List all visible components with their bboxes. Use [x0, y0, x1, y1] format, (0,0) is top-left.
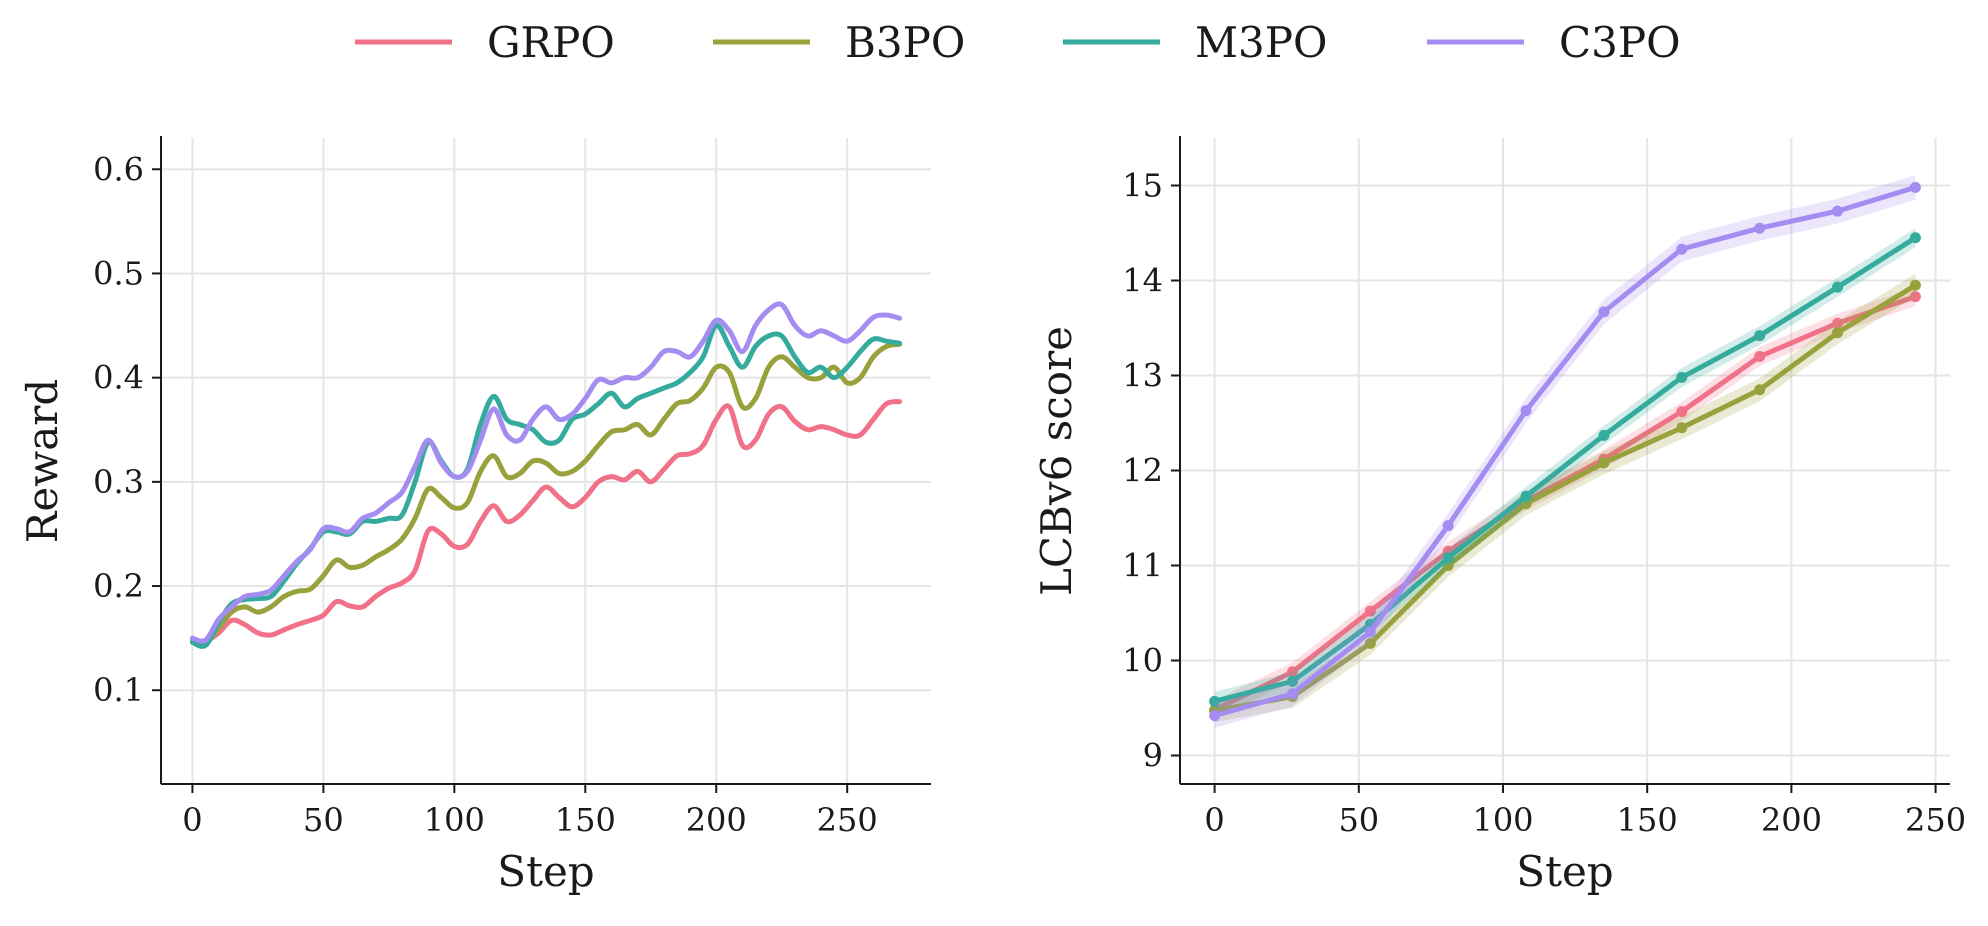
x-tick-label: 50 — [303, 801, 344, 839]
series-line-b3po — [1212, 282, 1918, 714]
data-point-c3po — [1442, 520, 1454, 532]
reward-chart: 0 50 100 150 200 250 0.1 0.2 0.3 0.4 0.5 0.6 Step Rew… — [18, 136, 931, 896]
y-tick-label: 0.4 — [93, 359, 144, 397]
series-c3po — [189, 301, 903, 644]
data-point-m3po — [1676, 371, 1688, 383]
data-point-m3po — [1520, 490, 1532, 502]
y-tick-label: 0.6 — [93, 150, 144, 188]
data-point-b3po — [1364, 637, 1376, 649]
x-ticks: 0 50 100 150 200 250 — [182, 784, 878, 839]
legend-item-grpo: GRPO — [355, 18, 615, 67]
x-axis-label: Step — [497, 847, 594, 896]
series-b3po — [1209, 273, 1921, 723]
data-point-c3po — [1676, 243, 1688, 255]
y-ticks: 0.1 0.2 0.3 0.4 0.5 0.6 — [93, 150, 161, 709]
data-point-c3po — [1286, 688, 1298, 700]
data-point-b3po — [1754, 384, 1766, 396]
series-line-b3po — [189, 341, 903, 647]
data-point-b3po — [1832, 327, 1844, 339]
data-point-grpo — [1754, 351, 1766, 362]
series-group — [1209, 175, 1921, 728]
y-axis-label: LCBv6 score — [1032, 326, 1081, 596]
series-line-c3po — [1212, 184, 1918, 719]
x-tick-label: 50 — [1338, 801, 1379, 839]
series-band-m3po — [1214, 228, 1916, 711]
legend-label-grpo: GRPO — [487, 18, 615, 67]
series-c3po — [1209, 175, 1921, 728]
series-band-b3po — [1214, 273, 1916, 723]
data-point-m3po — [1598, 429, 1610, 441]
x-tick-label: 0 — [1204, 801, 1224, 839]
x-tick-label: 200 — [1761, 801, 1822, 839]
data-point-c3po — [1520, 405, 1532, 417]
x-tick-label: 100 — [1472, 801, 1533, 839]
y-ticks: 9 10 11 12 13 14 15 — [1122, 167, 1180, 775]
data-point-m3po — [1832, 281, 1844, 293]
lcbv6-chart: 0 50 100 150 200 250 9 10 11 12 13 14 15 Step LCBv6 sc… — [1032, 136, 1966, 896]
data-point-b3po — [1676, 422, 1688, 434]
x-tick-label: 200 — [686, 801, 747, 839]
data-point-m3po — [1209, 695, 1221, 707]
series-b3po — [189, 341, 903, 647]
x-ticks: 0 50 100 150 200 250 — [1204, 784, 1966, 839]
legend: GRPO B3PO M3PO C3PO — [355, 18, 1681, 67]
data-point-c3po — [1754, 222, 1766, 234]
data-point-grpo — [1364, 605, 1376, 617]
series-line-grpo — [189, 399, 903, 645]
x-tick-label: 250 — [1905, 801, 1966, 839]
x-tick-label: 250 — [817, 801, 878, 839]
data-point-grpo — [1676, 406, 1688, 418]
y-tick-label: 0.1 — [93, 671, 144, 709]
data-point-grpo — [1286, 666, 1298, 678]
y-tick-label: 0.2 — [93, 567, 144, 605]
y-tick-label: 9 — [1143, 737, 1163, 775]
legend-item-m3po: M3PO — [1063, 18, 1327, 67]
data-point-m3po — [1286, 675, 1298, 687]
x-tick-label: 100 — [424, 801, 485, 839]
data-point-c3po — [1364, 626, 1376, 638]
legend-label-m3po: M3PO — [1195, 18, 1327, 67]
legend-item-b3po: B3PO — [713, 18, 965, 67]
y-tick-label: 0.3 — [93, 463, 144, 501]
series-line-c3po — [189, 301, 903, 644]
data-point-m3po — [1442, 552, 1454, 564]
y-tick-label: 10 — [1122, 642, 1163, 680]
y-axis-label: Reward — [18, 379, 67, 543]
y-tick-label: 12 — [1122, 452, 1163, 490]
series-line-m3po — [1212, 235, 1918, 704]
y-tick-label: 14 — [1122, 262, 1163, 300]
series-grpo — [189, 399, 903, 645]
data-point-b3po — [1909, 279, 1921, 291]
y-tick-label: 11 — [1122, 547, 1163, 585]
data-point-grpo — [1832, 317, 1844, 329]
data-point-c3po — [1209, 710, 1221, 722]
data-point-c3po — [1832, 205, 1844, 217]
x-tick-label: 150 — [555, 801, 616, 839]
series-line-grpo — [1212, 294, 1918, 713]
data-point-c3po — [1909, 181, 1921, 193]
legend-item-c3po: C3PO — [1427, 18, 1681, 67]
x-axis-label: Step — [1516, 847, 1613, 896]
legend-label-b3po: B3PO — [845, 18, 965, 67]
data-point-c3po — [1598, 306, 1610, 318]
x-tick-label: 150 — [1617, 801, 1678, 839]
y-tick-label: 0.5 — [93, 254, 144, 292]
legend-label-c3po: C3PO — [1559, 18, 1681, 67]
grid — [161, 138, 931, 784]
data-point-grpo — [1909, 291, 1921, 303]
y-tick-label: 13 — [1122, 357, 1163, 395]
data-point-m3po — [1909, 232, 1921, 244]
data-point-b3po — [1598, 457, 1610, 469]
data-point-m3po — [1754, 330, 1766, 342]
series-group — [189, 301, 903, 649]
y-tick-label: 15 — [1122, 167, 1163, 205]
x-tick-label: 0 — [182, 801, 202, 839]
